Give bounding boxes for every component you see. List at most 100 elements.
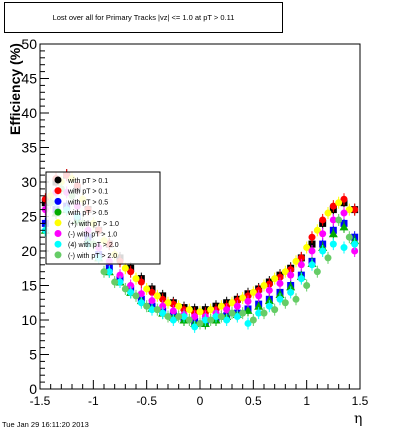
data-point bbox=[265, 286, 273, 294]
data-point bbox=[351, 206, 359, 214]
x-tick-label: 1 bbox=[303, 394, 310, 408]
data-point bbox=[287, 271, 295, 279]
data-point bbox=[281, 268, 289, 276]
data-point bbox=[324, 209, 332, 217]
data-point bbox=[159, 302, 167, 310]
data-point bbox=[260, 282, 268, 289]
data-point bbox=[233, 302, 241, 310]
legend-marker bbox=[54, 208, 62, 216]
data-point bbox=[265, 280, 273, 288]
legend-marker bbox=[54, 240, 62, 248]
title-box: Lost over all for Primary Tracks |vz| <=… bbox=[4, 2, 283, 33]
data-point bbox=[340, 195, 348, 203]
legend-marker bbox=[54, 197, 62, 205]
data-point bbox=[185, 316, 193, 324]
data-point bbox=[233, 313, 241, 321]
data-point bbox=[345, 206, 353, 214]
y-tick-label: 35 bbox=[21, 140, 37, 156]
data-point bbox=[335, 216, 343, 224]
data-point bbox=[191, 313, 199, 321]
data-point bbox=[244, 319, 252, 327]
data-point bbox=[148, 306, 156, 314]
data-point bbox=[260, 309, 268, 317]
data-point bbox=[196, 319, 204, 327]
data-point bbox=[217, 313, 225, 321]
data-point bbox=[121, 285, 129, 293]
data-point bbox=[111, 278, 119, 286]
y-tick-label: 20 bbox=[21, 243, 37, 259]
data-point bbox=[244, 297, 252, 305]
legend-marker bbox=[54, 219, 62, 227]
y-tick-label: 45 bbox=[21, 71, 37, 87]
y-tick-label: 15 bbox=[21, 278, 37, 294]
data-point bbox=[191, 323, 199, 331]
legend-label: with pT > 0.5 bbox=[67, 199, 108, 206]
data-point bbox=[249, 288, 257, 296]
data-point bbox=[223, 306, 231, 314]
data-point bbox=[308, 261, 316, 269]
x-tick-label: -0.5 bbox=[136, 394, 157, 408]
y-tick-label: 30 bbox=[21, 174, 37, 190]
data-point bbox=[319, 216, 327, 224]
data-point bbox=[319, 230, 327, 238]
data-point bbox=[164, 299, 172, 307]
data-point bbox=[137, 278, 145, 286]
data-point bbox=[340, 244, 348, 252]
data-point bbox=[271, 275, 279, 283]
data-point bbox=[116, 271, 124, 279]
data-point bbox=[276, 273, 284, 281]
data-point bbox=[175, 313, 183, 321]
data-point bbox=[207, 316, 215, 324]
data-point bbox=[239, 309, 247, 317]
data-point bbox=[287, 288, 295, 296]
data-point bbox=[143, 285, 151, 293]
legend-marker bbox=[54, 176, 62, 184]
data-point bbox=[324, 254, 332, 262]
data-point bbox=[308, 247, 316, 255]
data-point bbox=[223, 316, 231, 324]
data-point bbox=[339, 222, 349, 231]
data-point bbox=[255, 309, 263, 317]
legend: with pT > 0.1 with pT > 0.1 with pT > 0.5 w… bbox=[45, 171, 161, 265]
chart-title: Lost over all for Primary Tracks |vz| <=… bbox=[52, 13, 235, 22]
data-point bbox=[100, 268, 108, 276]
data-point bbox=[254, 301, 264, 310]
data-point bbox=[143, 302, 151, 310]
data-point bbox=[351, 240, 359, 248]
data-point bbox=[292, 295, 300, 303]
data-point bbox=[303, 282, 311, 289]
data-point bbox=[169, 307, 177, 315]
data-point bbox=[329, 202, 337, 210]
data-point bbox=[127, 282, 135, 289]
data-point bbox=[249, 316, 257, 324]
timestamp: Tue Jan 29 16:11:20 2013 bbox=[2, 420, 89, 429]
series-7 bbox=[47, 182, 353, 330]
data-point bbox=[159, 309, 167, 317]
data-point bbox=[207, 306, 215, 314]
data-point bbox=[313, 226, 321, 234]
x-axis: -1.5 -1 -0.5 0 0.5 1 1.5 bbox=[30, 380, 369, 408]
y-tick-label: 0 bbox=[29, 381, 37, 397]
data-point bbox=[137, 290, 145, 298]
data-point bbox=[175, 302, 183, 310]
data-point bbox=[228, 299, 236, 307]
y-tick-label: 5 bbox=[29, 347, 37, 363]
legend-label: (+) with pT > 1.0 bbox=[68, 221, 119, 228]
data-point bbox=[292, 257, 300, 265]
data-point bbox=[169, 316, 177, 324]
legend-marker bbox=[54, 251, 62, 259]
data-point bbox=[153, 292, 161, 300]
data-point bbox=[276, 295, 284, 303]
data-point bbox=[153, 306, 161, 314]
y-tick-label: 25 bbox=[21, 209, 37, 225]
data-point bbox=[264, 296, 274, 305]
data-point bbox=[217, 302, 225, 310]
data-point bbox=[329, 216, 337, 224]
data-point bbox=[297, 275, 305, 283]
data-point bbox=[239, 294, 247, 302]
data-point bbox=[276, 279, 284, 287]
data-point bbox=[127, 288, 135, 296]
data-point bbox=[196, 308, 204, 316]
data-point bbox=[137, 299, 145, 307]
data-point bbox=[303, 244, 311, 252]
